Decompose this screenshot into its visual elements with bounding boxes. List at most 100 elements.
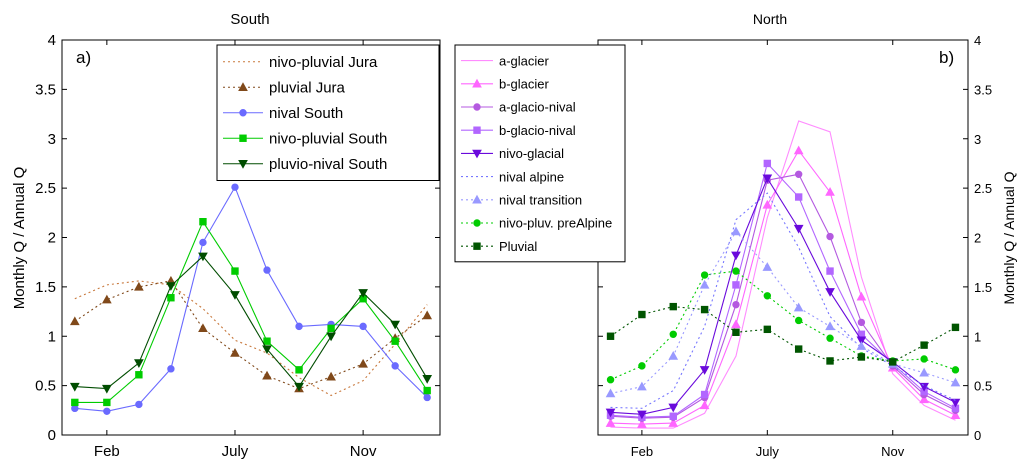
south-data-point <box>263 266 271 274</box>
south-data-point <box>103 407 111 415</box>
north-series-1 <box>605 145 961 428</box>
north-series-line <box>610 149 956 425</box>
north-data-point <box>826 357 834 365</box>
north-data-point <box>605 408 616 418</box>
south-data-point <box>231 267 239 275</box>
south-ytick-label: 1 <box>48 328 56 345</box>
north-legend-label: a-glacier <box>499 53 550 68</box>
south-series-0 <box>74 280 428 397</box>
panel-north-title: North <box>753 11 787 27</box>
south-data-point <box>390 320 401 330</box>
north-data-point <box>700 271 709 279</box>
north-series-line <box>610 306 956 363</box>
north-legend-marker <box>472 78 482 88</box>
south-series-2 <box>71 183 431 415</box>
north-data-point <box>825 288 835 297</box>
north-data-point <box>950 410 961 419</box>
north-data-point <box>669 330 677 338</box>
south-legend: nivo-pluvial Jura pluvial Jura nival South… <box>216 44 440 181</box>
north-data-point <box>950 398 961 408</box>
north-data-point <box>856 336 867 346</box>
south-data-point <box>103 398 111 407</box>
south-data-point <box>262 345 272 355</box>
south-data-point <box>230 348 240 357</box>
north-series-line <box>610 192 956 409</box>
north-series-line <box>610 162 956 418</box>
south-xtick-label: Nov <box>350 443 377 460</box>
south-legend-label: nivo-pluvial South <box>269 131 387 148</box>
south-ytick-label: 0 <box>48 427 56 444</box>
north-data-point <box>794 170 803 179</box>
north-xtick-label: Feb <box>631 444 653 459</box>
north-legend-marker <box>473 219 481 227</box>
south-data-point <box>326 332 336 342</box>
north-data-point <box>794 345 803 353</box>
north-data-point <box>793 145 804 155</box>
north-data-point <box>731 226 741 236</box>
south-data-point <box>294 382 304 392</box>
north-data-point <box>732 328 740 337</box>
north-series-line <box>610 230 956 395</box>
north-legend-label: Pluvial <box>499 239 537 254</box>
north-data-point <box>700 305 709 314</box>
north-data-point <box>638 310 646 319</box>
north-xtick-label: July <box>756 444 780 459</box>
north-legend: a-glacier b-glacier a-glacio-nival b-glacio… <box>454 44 626 263</box>
north-series-8 <box>606 302 960 366</box>
north-data-point <box>668 350 679 360</box>
north-data-point <box>731 319 741 329</box>
south-data-point <box>166 282 176 291</box>
south-legend-label: pluvial Jura <box>269 80 346 97</box>
north-legend-marker <box>472 149 482 159</box>
north-series-line <box>610 120 956 429</box>
south-ytick-label: 2 <box>48 230 56 247</box>
south-data-point <box>134 281 144 291</box>
south-data-point <box>262 370 272 380</box>
south-data-point <box>230 291 240 300</box>
south-data-point <box>422 375 433 384</box>
north-data-point <box>919 382 929 392</box>
north-data-point <box>732 300 740 309</box>
south-data-point <box>134 359 144 368</box>
north-data-point <box>606 376 615 384</box>
north-legend-label: b-glacier <box>499 76 550 91</box>
north-data-point <box>825 187 835 196</box>
north-data-point <box>732 281 740 289</box>
north-data-point <box>857 353 866 361</box>
south-data-point <box>358 358 368 368</box>
panel-north-plot: 0 0.5 1 1.5 2 2.5 3 3.5 4 Feb July Nov a-glacier b-gl… <box>454 33 992 459</box>
north-ytick-label: 2.5 <box>974 181 992 196</box>
north-axes-box <box>597 39 969 436</box>
north-data-point <box>762 262 773 271</box>
south-data-point <box>359 322 367 331</box>
north-legend-label: a-glacio-nival <box>499 100 576 115</box>
south-xtick-label: Feb <box>94 443 120 460</box>
north-legend-marker <box>473 103 481 111</box>
south-data-point <box>231 183 239 191</box>
south-data-point <box>295 322 303 331</box>
north-ytick-label: 3 <box>974 132 981 147</box>
south-data-point <box>295 366 303 374</box>
north-series-7 <box>606 267 960 384</box>
north-data-point <box>763 159 772 168</box>
south-ytick-label: 1.5 <box>35 279 56 296</box>
north-data-point <box>856 291 867 301</box>
south-legend-label: nivo-pluvial Jura <box>269 54 378 71</box>
north-ytick-label: 4 <box>974 33 981 48</box>
north-ytick-label: 0 <box>974 428 981 443</box>
north-legend-label: nival transition <box>499 192 582 207</box>
north-data-point <box>669 412 677 420</box>
north-data-point <box>732 267 740 275</box>
north-legend-label: nivo-pluv. preAlpine <box>499 216 612 231</box>
south-legend-marker <box>238 82 248 91</box>
north-data-point <box>763 292 772 300</box>
north-data-point <box>794 193 803 201</box>
south-data-point <box>167 294 175 302</box>
north-series-2 <box>606 170 960 422</box>
north-ytick-label: 3.5 <box>974 82 992 97</box>
south-xtick-label: July <box>222 443 249 460</box>
south-data-point <box>423 386 431 395</box>
south-series-4 <box>69 252 433 394</box>
south-data-point <box>263 337 271 345</box>
panel-north-ylabel: Monthly Q / Annual Q <box>1001 171 1017 304</box>
